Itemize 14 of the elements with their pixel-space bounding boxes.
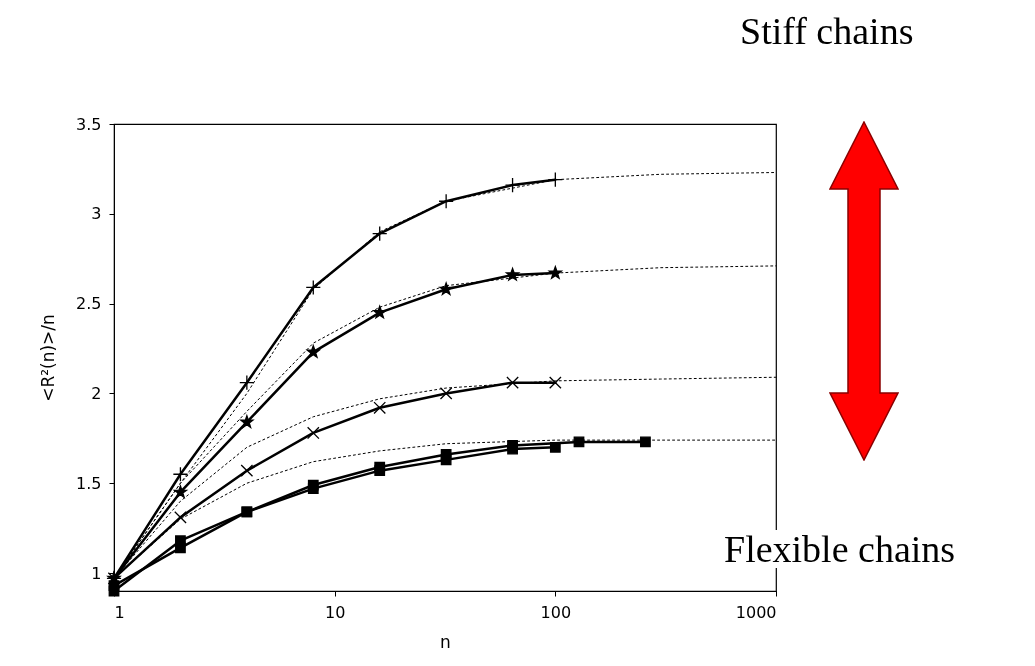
x-axis-title: n xyxy=(440,631,451,652)
annotation: Flexible chains xyxy=(724,528,956,570)
x-tick-label: 1 xyxy=(114,602,125,622)
y-tick-label: 2 xyxy=(91,383,102,403)
x-tick-label: 10 xyxy=(324,602,346,622)
x-tick-label: 1000 xyxy=(735,602,777,622)
y-tick-label: 1 xyxy=(91,563,102,583)
x-tick-label: 100 xyxy=(540,602,572,622)
y-tick-label: 3.5 xyxy=(76,114,102,134)
y-tick-label: 1.5 xyxy=(76,473,102,493)
y-tick-label: 3 xyxy=(91,204,102,224)
y-tick-label: 2.5 xyxy=(76,294,102,314)
text: Stiff chains xyxy=(740,10,914,52)
y-axis-title: <R²(n)>/n xyxy=(38,314,59,402)
